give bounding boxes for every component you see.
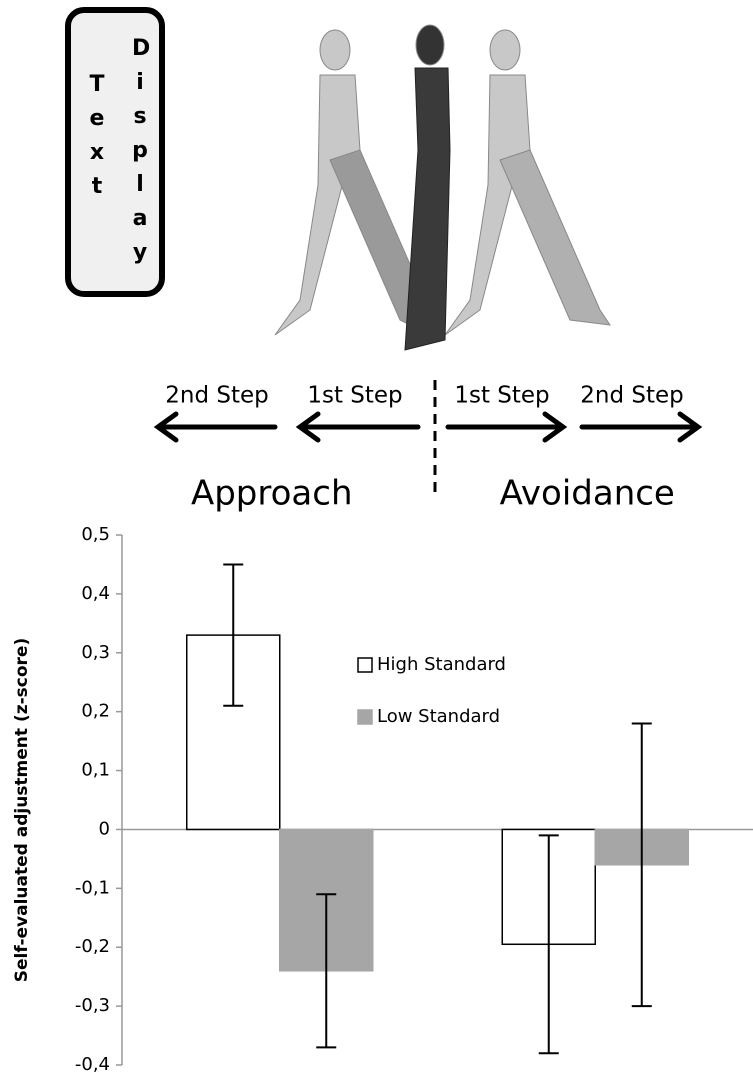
error-bar [631,722,652,1008]
error-bar [316,893,337,1049]
y-tick-label: 0,5 [81,524,110,545]
category-label: Approach [191,474,353,514]
y-tick-label: -0,2 [75,936,110,957]
step-label: 2nd Step [165,383,269,409]
legend-label: Low Standard [377,706,500,727]
y-tick-label: -0,4 [75,1054,110,1075]
y-axis-label: Self-evaluated adjustment (z-score) [12,638,32,982]
walking-figures [274,24,612,351]
step-arrows [153,411,703,443]
legend-label: High Standard [377,654,506,675]
step-label: 1st Step [454,383,549,409]
y-tick-label: 0,2 [81,701,110,722]
display-word: Display [132,36,151,265]
category-label: Avoidance [500,474,675,514]
step-label: 1st Step [307,383,402,409]
display-word: Text [89,72,105,199]
y-tick-label: 0,4 [81,583,110,604]
y-tick-label: -0,3 [75,995,110,1016]
error-bar [538,834,559,1055]
error-bar [223,563,244,707]
y-tick-label: 0,3 [81,642,110,663]
legend-swatch [357,657,373,673]
text-display-box [65,7,165,297]
y-tick-label: 0,1 [81,760,110,781]
y-tick-label: -0,1 [75,877,110,898]
y-tick-label: 0 [99,818,110,839]
step-label: 2nd Step [580,383,684,409]
legend-swatch [357,709,373,725]
bar [186,634,281,831]
